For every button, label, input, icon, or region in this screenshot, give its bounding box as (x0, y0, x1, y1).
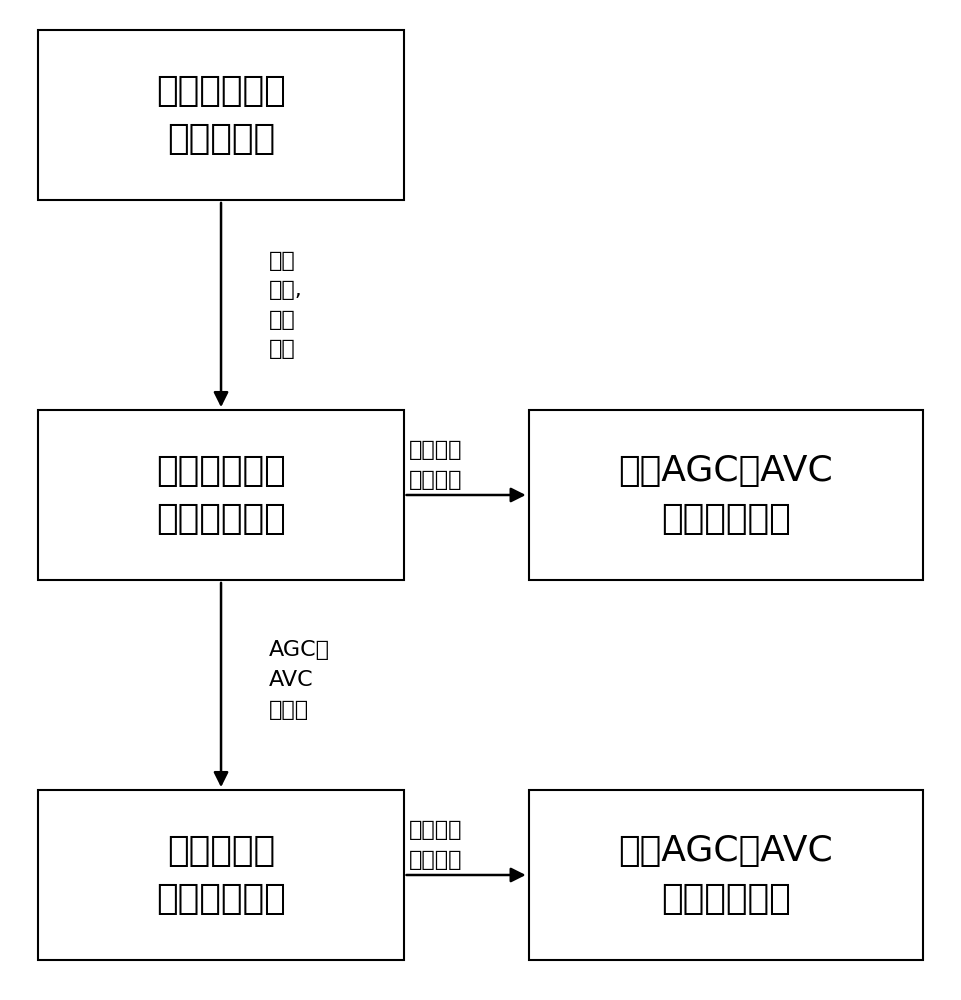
Text: 下发AGC与AVC
基准功率指令: 下发AGC与AVC 基准功率指令 (618, 454, 833, 536)
Text: AGC与
AVC
基准值: AGC与 AVC 基准值 (269, 640, 330, 720)
Bar (529, 790, 923, 960)
Text: 根据控制
策略计算: 根据控制 策略计算 (408, 820, 462, 870)
Text: 根据控制
模型计算: 根据控制 模型计算 (408, 440, 462, 490)
Bar (529, 410, 923, 580)
Text: 下发AGC与AVC
调节功率指令: 下发AGC与AVC 调节功率指令 (618, 834, 833, 916)
Bar (38, 790, 404, 960)
Bar (38, 410, 404, 580)
Text: 建立协调控制
的整体框架: 建立协调控制 的整体框架 (156, 74, 286, 156)
Text: 确定分钟层级
优化控制模型: 确定分钟层级 优化控制模型 (156, 454, 286, 536)
Text: 时间
尺度,
通信
变量: 时间 尺度, 通信 变量 (269, 251, 303, 359)
Text: 制定秒层级
校正控制策略: 制定秒层级 校正控制策略 (156, 834, 286, 916)
Bar (38, 30, 404, 200)
